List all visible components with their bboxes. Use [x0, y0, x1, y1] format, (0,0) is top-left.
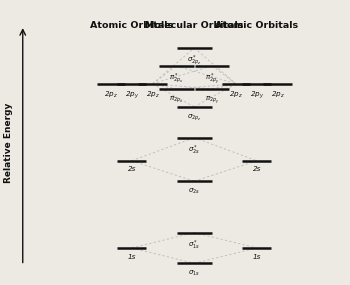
Text: 1s: 1s — [128, 254, 136, 260]
Text: $\pi_{2p_y}$: $\pi_{2p_y}$ — [205, 95, 219, 106]
Text: $\sigma^*_{1s}$: $\sigma^*_{1s}$ — [188, 238, 200, 251]
Text: $\sigma^*_{2p_z}$: $\sigma^*_{2p_z}$ — [187, 54, 202, 68]
Text: $\sigma_{1s}$: $\sigma_{1s}$ — [188, 269, 200, 278]
Text: 2p$_y$: 2p$_y$ — [250, 89, 264, 101]
Text: $\sigma_{2p_z}$: $\sigma_{2p_z}$ — [187, 113, 202, 123]
Text: 2p$_z$: 2p$_z$ — [229, 89, 243, 100]
Text: Atomic Orbitals: Atomic Orbitals — [90, 21, 173, 30]
Text: 2s: 2s — [253, 166, 261, 172]
Text: 2s: 2s — [128, 166, 136, 172]
Text: $\pi_{2p_x}$: $\pi_{2p_x}$ — [169, 95, 184, 105]
Text: 2p$_z$: 2p$_z$ — [104, 89, 118, 100]
Text: $\pi^*_{2p_y}$: $\pi^*_{2p_y}$ — [205, 72, 219, 87]
Text: 2p$_y$: 2p$_y$ — [125, 89, 139, 101]
Text: 1s: 1s — [253, 254, 261, 260]
Text: Atomic Orbitals: Atomic Orbitals — [215, 21, 298, 30]
Text: 2p$_z$: 2p$_z$ — [146, 89, 160, 100]
Text: $\sigma_{2s}$: $\sigma_{2s}$ — [188, 187, 200, 196]
Text: Relative Energy: Relative Energy — [4, 102, 13, 183]
Text: 2p$_z$: 2p$_z$ — [271, 89, 285, 100]
Text: Molecular Orbitals: Molecular Orbitals — [145, 21, 244, 30]
Text: $\pi^*_{2p_x}$: $\pi^*_{2p_x}$ — [169, 72, 184, 86]
Text: $\sigma^*_{2s}$: $\sigma^*_{2s}$ — [188, 143, 200, 156]
